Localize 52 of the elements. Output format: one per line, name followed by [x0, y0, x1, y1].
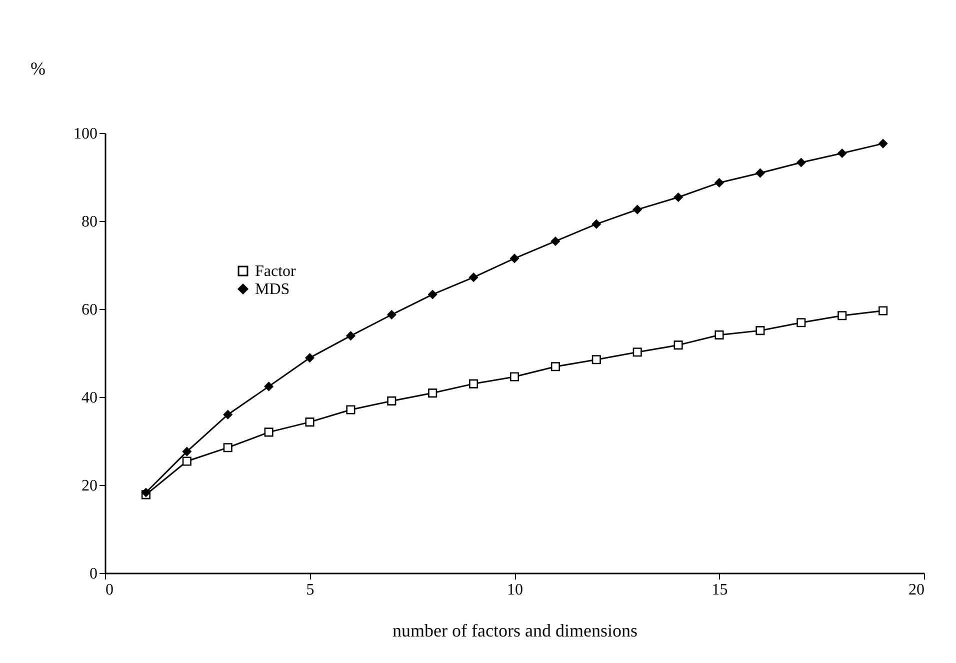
x-tick-label: 20 [908, 582, 924, 598]
point [796, 158, 806, 168]
x-tick-label: 0 [106, 582, 114, 598]
point [510, 254, 520, 263]
y-axis-title: % [30, 58, 46, 78]
point [182, 447, 192, 456]
legend-label: MDS [255, 281, 290, 298]
legend-label: Factor [255, 263, 297, 280]
point [878, 139, 888, 148]
y-tick-label: 40 [82, 390, 98, 406]
point [592, 355, 601, 364]
point [223, 443, 232, 452]
point [878, 306, 888, 316]
point [838, 311, 847, 320]
point [305, 353, 314, 362]
point [428, 290, 438, 300]
x-tick-label: 15 [712, 582, 728, 598]
point [632, 205, 642, 214]
point [346, 331, 356, 340]
point [264, 382, 274, 391]
point [387, 396, 396, 406]
point [182, 456, 192, 466]
point [510, 372, 520, 382]
x-tick-label: 10 [507, 582, 523, 598]
point [592, 220, 601, 229]
y-tick-label: 100 [74, 126, 98, 142]
point [264, 428, 274, 437]
point [550, 362, 560, 372]
point [428, 388, 438, 398]
y-tick-label: 20 [82, 478, 98, 494]
point [632, 348, 642, 357]
point [223, 410, 232, 420]
point [756, 326, 765, 336]
point [305, 418, 314, 427]
point [469, 272, 478, 282]
point [550, 236, 560, 246]
x-tick-label: 5 [306, 582, 314, 598]
point [141, 488, 150, 498]
point [674, 340, 683, 350]
point [346, 405, 356, 414]
x-axis-title: number of factors and dimensions [392, 620, 638, 640]
y-tick-label: 60 [82, 302, 98, 318]
y-tick-label: 0 [90, 566, 98, 582]
point [796, 318, 806, 328]
point [714, 330, 724, 340]
y-tick-label: 80 [82, 214, 98, 230]
point [469, 379, 478, 388]
point [387, 310, 396, 320]
point [756, 168, 765, 178]
point [714, 178, 724, 188]
point [838, 148, 847, 158]
point [674, 192, 683, 202]
